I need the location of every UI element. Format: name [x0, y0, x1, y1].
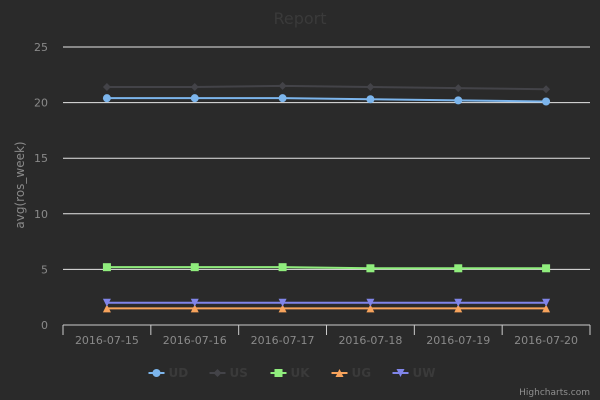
data-point-ug[interactable] [102, 304, 111, 313]
data-point-ug[interactable] [454, 304, 463, 313]
data-point-uk[interactable] [190, 263, 199, 272]
series-layer [102, 81, 551, 313]
data-point-uk[interactable] [542, 264, 551, 273]
data-point-ug[interactable] [190, 304, 199, 313]
series-line-us [106, 84, 547, 91]
y-axis-title: avg(ros_week) [13, 141, 27, 228]
x-tick-label: 2016-07-18 [338, 334, 402, 347]
data-point-us[interactable] [454, 84, 463, 93]
series-uk [102, 263, 551, 273]
data-point-ud[interactable] [542, 97, 551, 106]
data-point-ud[interactable] [102, 94, 111, 103]
data-point-ug[interactable] [278, 304, 287, 313]
data-point-ud[interactable] [190, 94, 199, 103]
y-tick-label: 15 [34, 152, 48, 165]
legend-label: UW [413, 366, 436, 380]
legend-symbol-marker [213, 369, 222, 377]
series-ud [102, 94, 551, 106]
legend-item-uk[interactable]: UK [270, 366, 311, 380]
series-us [102, 81, 551, 94]
series-line-ud [106, 97, 547, 103]
y-tick-label: 0 [41, 319, 48, 332]
legend-label: US [230, 366, 248, 380]
data-point-uw[interactable] [102, 298, 111, 307]
x-tick-label: 2016-07-17 [251, 334, 315, 347]
data-point-us[interactable] [366, 83, 375, 92]
data-point-uw[interactable] [542, 298, 551, 307]
x-tick-label: 2016-07-20 [514, 334, 578, 347]
data-point-uk[interactable] [278, 263, 287, 272]
series-uw [102, 298, 551, 307]
grid: 0 5 10 15 20 25 [34, 41, 590, 332]
data-point-uk[interactable] [454, 264, 463, 273]
legend-item-us[interactable]: US [209, 366, 248, 380]
x-tick-label: 2016-07-19 [426, 334, 490, 347]
legend-label: UG [352, 366, 372, 380]
y-tick-label: 25 [34, 41, 48, 54]
x-tick-label: 2016-07-15 [75, 334, 139, 347]
data-point-us[interactable] [190, 83, 199, 92]
chart-title: Report [273, 9, 326, 28]
legend-symbol-marker [152, 369, 161, 377]
data-point-uk[interactable] [366, 264, 375, 273]
series-line-uk [106, 266, 547, 270]
legend-item-ud[interactable]: UD [148, 366, 189, 380]
y-tick-label: 5 [41, 263, 48, 276]
legend-symbol-marker [396, 369, 405, 377]
data-point-uw[interactable] [454, 298, 463, 307]
data-point-ud[interactable] [366, 95, 375, 104]
legend-label: UD [169, 366, 189, 380]
legend-label: UK [291, 366, 311, 380]
data-point-uw[interactable] [190, 298, 199, 307]
data-point-ug[interactable] [366, 304, 375, 313]
x-axis: 2016-07-15 2016-07-16 2016-07-17 2016-07-18… [62, 324, 591, 347]
data-point-ud[interactable] [278, 94, 287, 103]
legend-item-ug[interactable]: UG [331, 366, 372, 380]
data-point-ud[interactable] [454, 96, 463, 105]
y-tick-label: 20 [34, 97, 48, 110]
data-point-us[interactable] [278, 81, 287, 90]
legend-symbol-marker [335, 369, 344, 377]
data-point-us[interactable] [542, 85, 551, 94]
credits-link[interactable]: Highcharts.com [519, 388, 590, 398]
data-point-uw[interactable] [278, 298, 287, 307]
legend[interactable]: UD US UK UG UW [148, 366, 436, 380]
series-ug [102, 304, 551, 313]
data-point-uk[interactable] [102, 263, 111, 272]
legend-item-uw[interactable]: UW [392, 366, 436, 380]
data-point-uw[interactable] [366, 298, 375, 307]
x-tick-label: 2016-07-16 [163, 334, 227, 347]
data-point-us[interactable] [102, 83, 111, 92]
y-tick-label: 10 [34, 208, 48, 221]
legend-symbol-marker [274, 369, 283, 377]
data-point-ug[interactable] [542, 304, 551, 313]
